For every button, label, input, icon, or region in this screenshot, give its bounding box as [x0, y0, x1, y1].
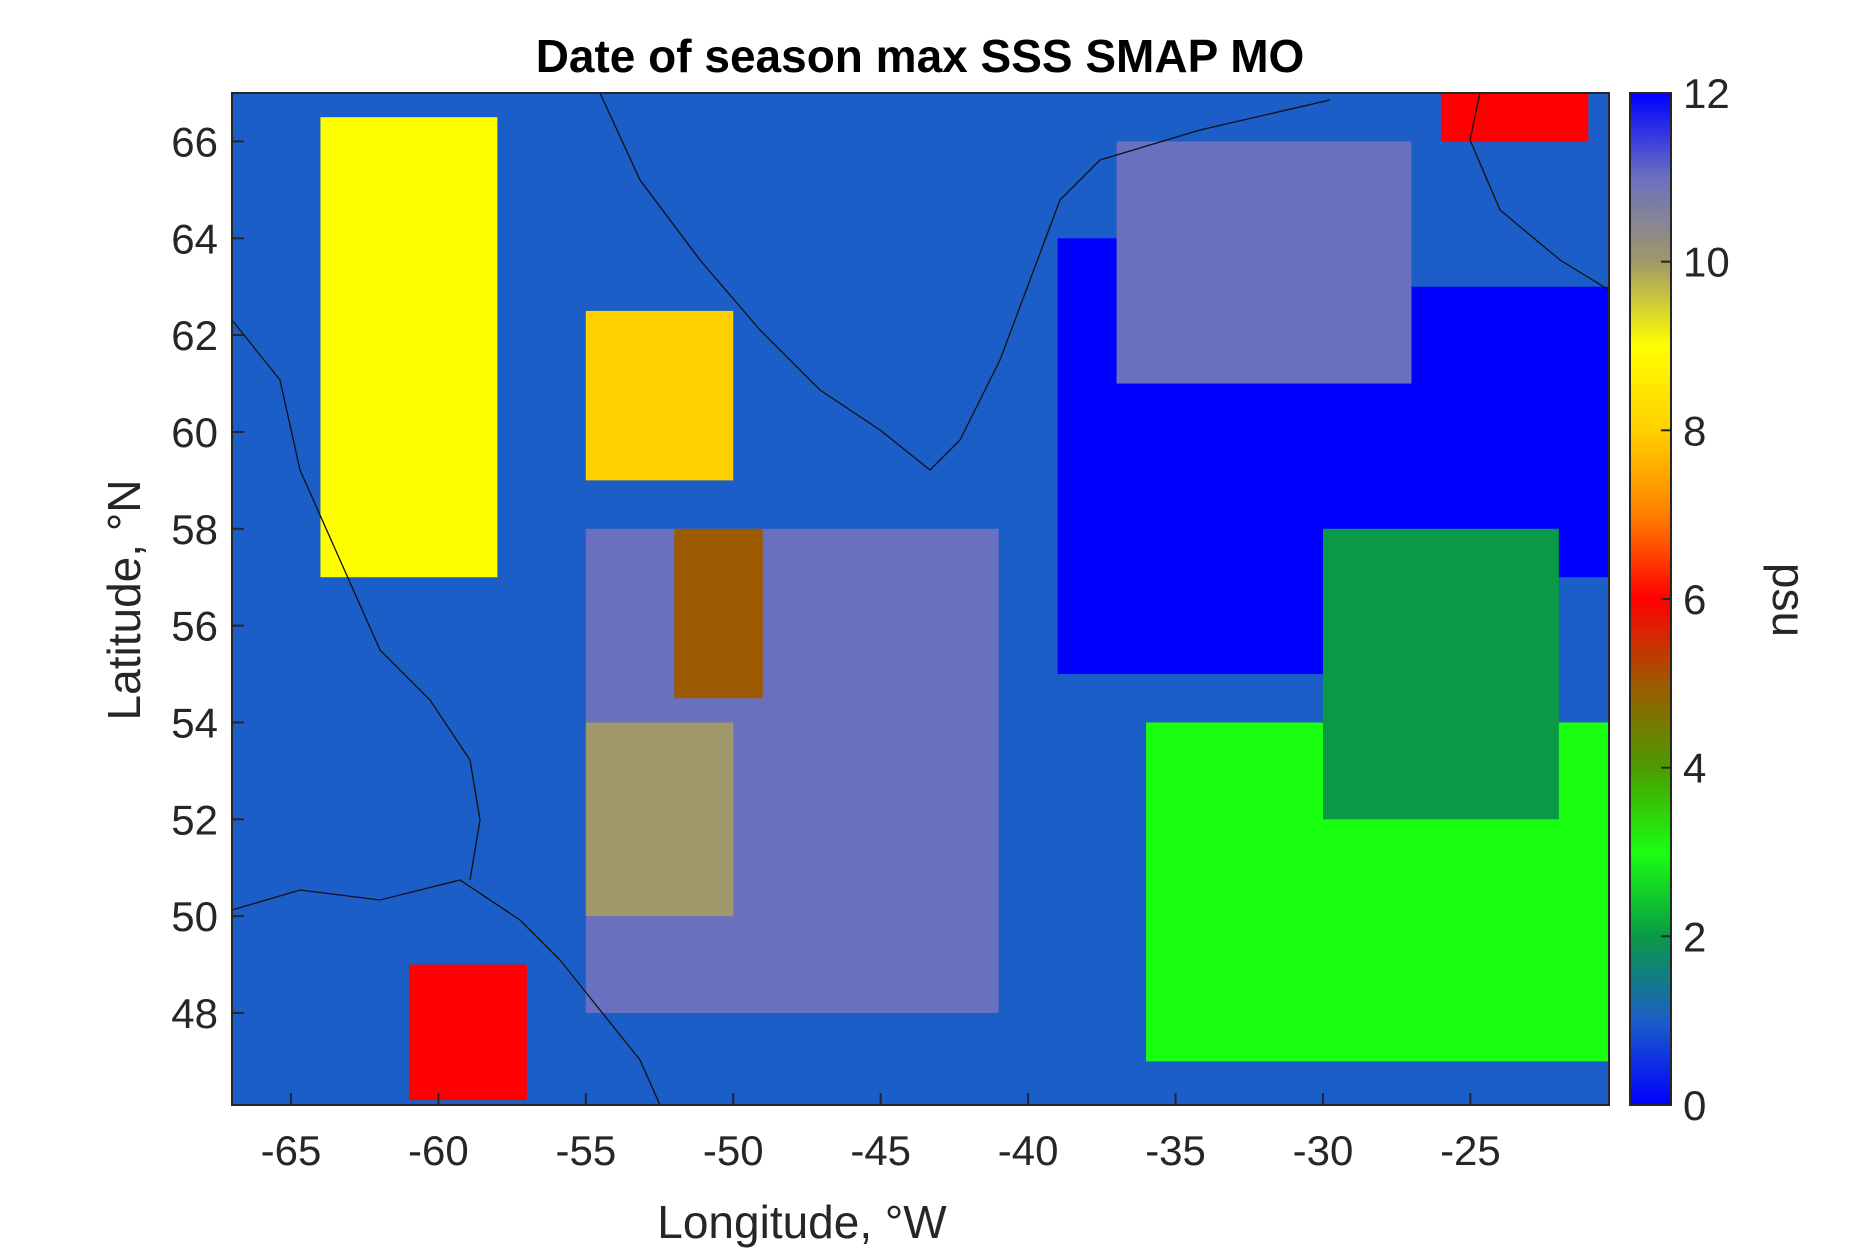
x-tick-label: -55: [555, 1127, 616, 1174]
heatmap-region-5: [320, 117, 498, 578]
heatmap-region-12: [1440, 93, 1589, 142]
colorbar-tick-label: 10: [1683, 239, 1730, 286]
x-tick-label: -35: [1145, 1127, 1206, 1174]
heatmap-region-3: [1381, 286, 1609, 578]
colorbar-tick-label: 2: [1683, 913, 1706, 960]
x-tick-label: -25: [1440, 1127, 1501, 1174]
colorbar-tick-label: 0: [1683, 1082, 1706, 1129]
x-tick-label: -30: [1293, 1127, 1354, 1174]
x-tick-label: -40: [998, 1127, 1059, 1174]
x-axis-label: Longitude, °W: [657, 1196, 947, 1248]
y-tick-label: 58: [171, 506, 218, 553]
coastline-2: [232, 879, 661, 1105]
colorbar-label: psu: [1763, 563, 1815, 637]
y-tick-label: 56: [171, 603, 218, 650]
heatmap-region-6: [585, 310, 734, 481]
y-tick-label: 66: [171, 118, 218, 165]
y-tick-label: 64: [171, 215, 218, 262]
y-tick-label: 52: [171, 796, 218, 843]
plot-frame: [231, 92, 1610, 1106]
x-axis: -65 -60 -55 -50 -45 -40 -35 -30 -25: [261, 1093, 1501, 1174]
x-tick-label: -60: [408, 1127, 469, 1174]
y-tick-label: 54: [171, 699, 218, 746]
heatmap-region-10: [1322, 528, 1559, 820]
x-tick-label: -50: [703, 1127, 764, 1174]
coastline-1: [599, 93, 1331, 471]
heatmap-region-11: [408, 964, 527, 1101]
colorbar-tick-label: 6: [1683, 576, 1706, 623]
colorbar-tick-label: 4: [1683, 745, 1706, 792]
x-tick-label: -45: [850, 1127, 911, 1174]
colorbar-axis: 0 2 4 6 8 10 12: [1661, 70, 1730, 1129]
heatmap-region-8: [674, 528, 763, 699]
y-tick-label: 60: [171, 409, 218, 456]
heatmap-layer: [232, 93, 1609, 1105]
y-axis: 48 50 52 54 56 58 60 62 64 66: [171, 118, 244, 1037]
y-tick-label: 50: [171, 893, 218, 940]
chart-title: Date of season max SSS SMAP MO: [536, 30, 1305, 82]
x-tick-label: -65: [261, 1127, 322, 1174]
y-axis-label: Latitude, °N: [98, 480, 150, 721]
y-tick-label: 62: [171, 312, 218, 359]
colorbar-tick-label: 12: [1683, 70, 1730, 117]
y-tick-label: 48: [171, 990, 218, 1037]
heatmap-region-4: [1116, 141, 1412, 384]
coastline-0: [232, 319, 481, 881]
colorbar-tick-label: 8: [1683, 407, 1706, 454]
coastline-3: [1469, 93, 1609, 291]
coastline-layer: [232, 93, 1609, 1105]
heatmap-region-7: [585, 722, 734, 917]
